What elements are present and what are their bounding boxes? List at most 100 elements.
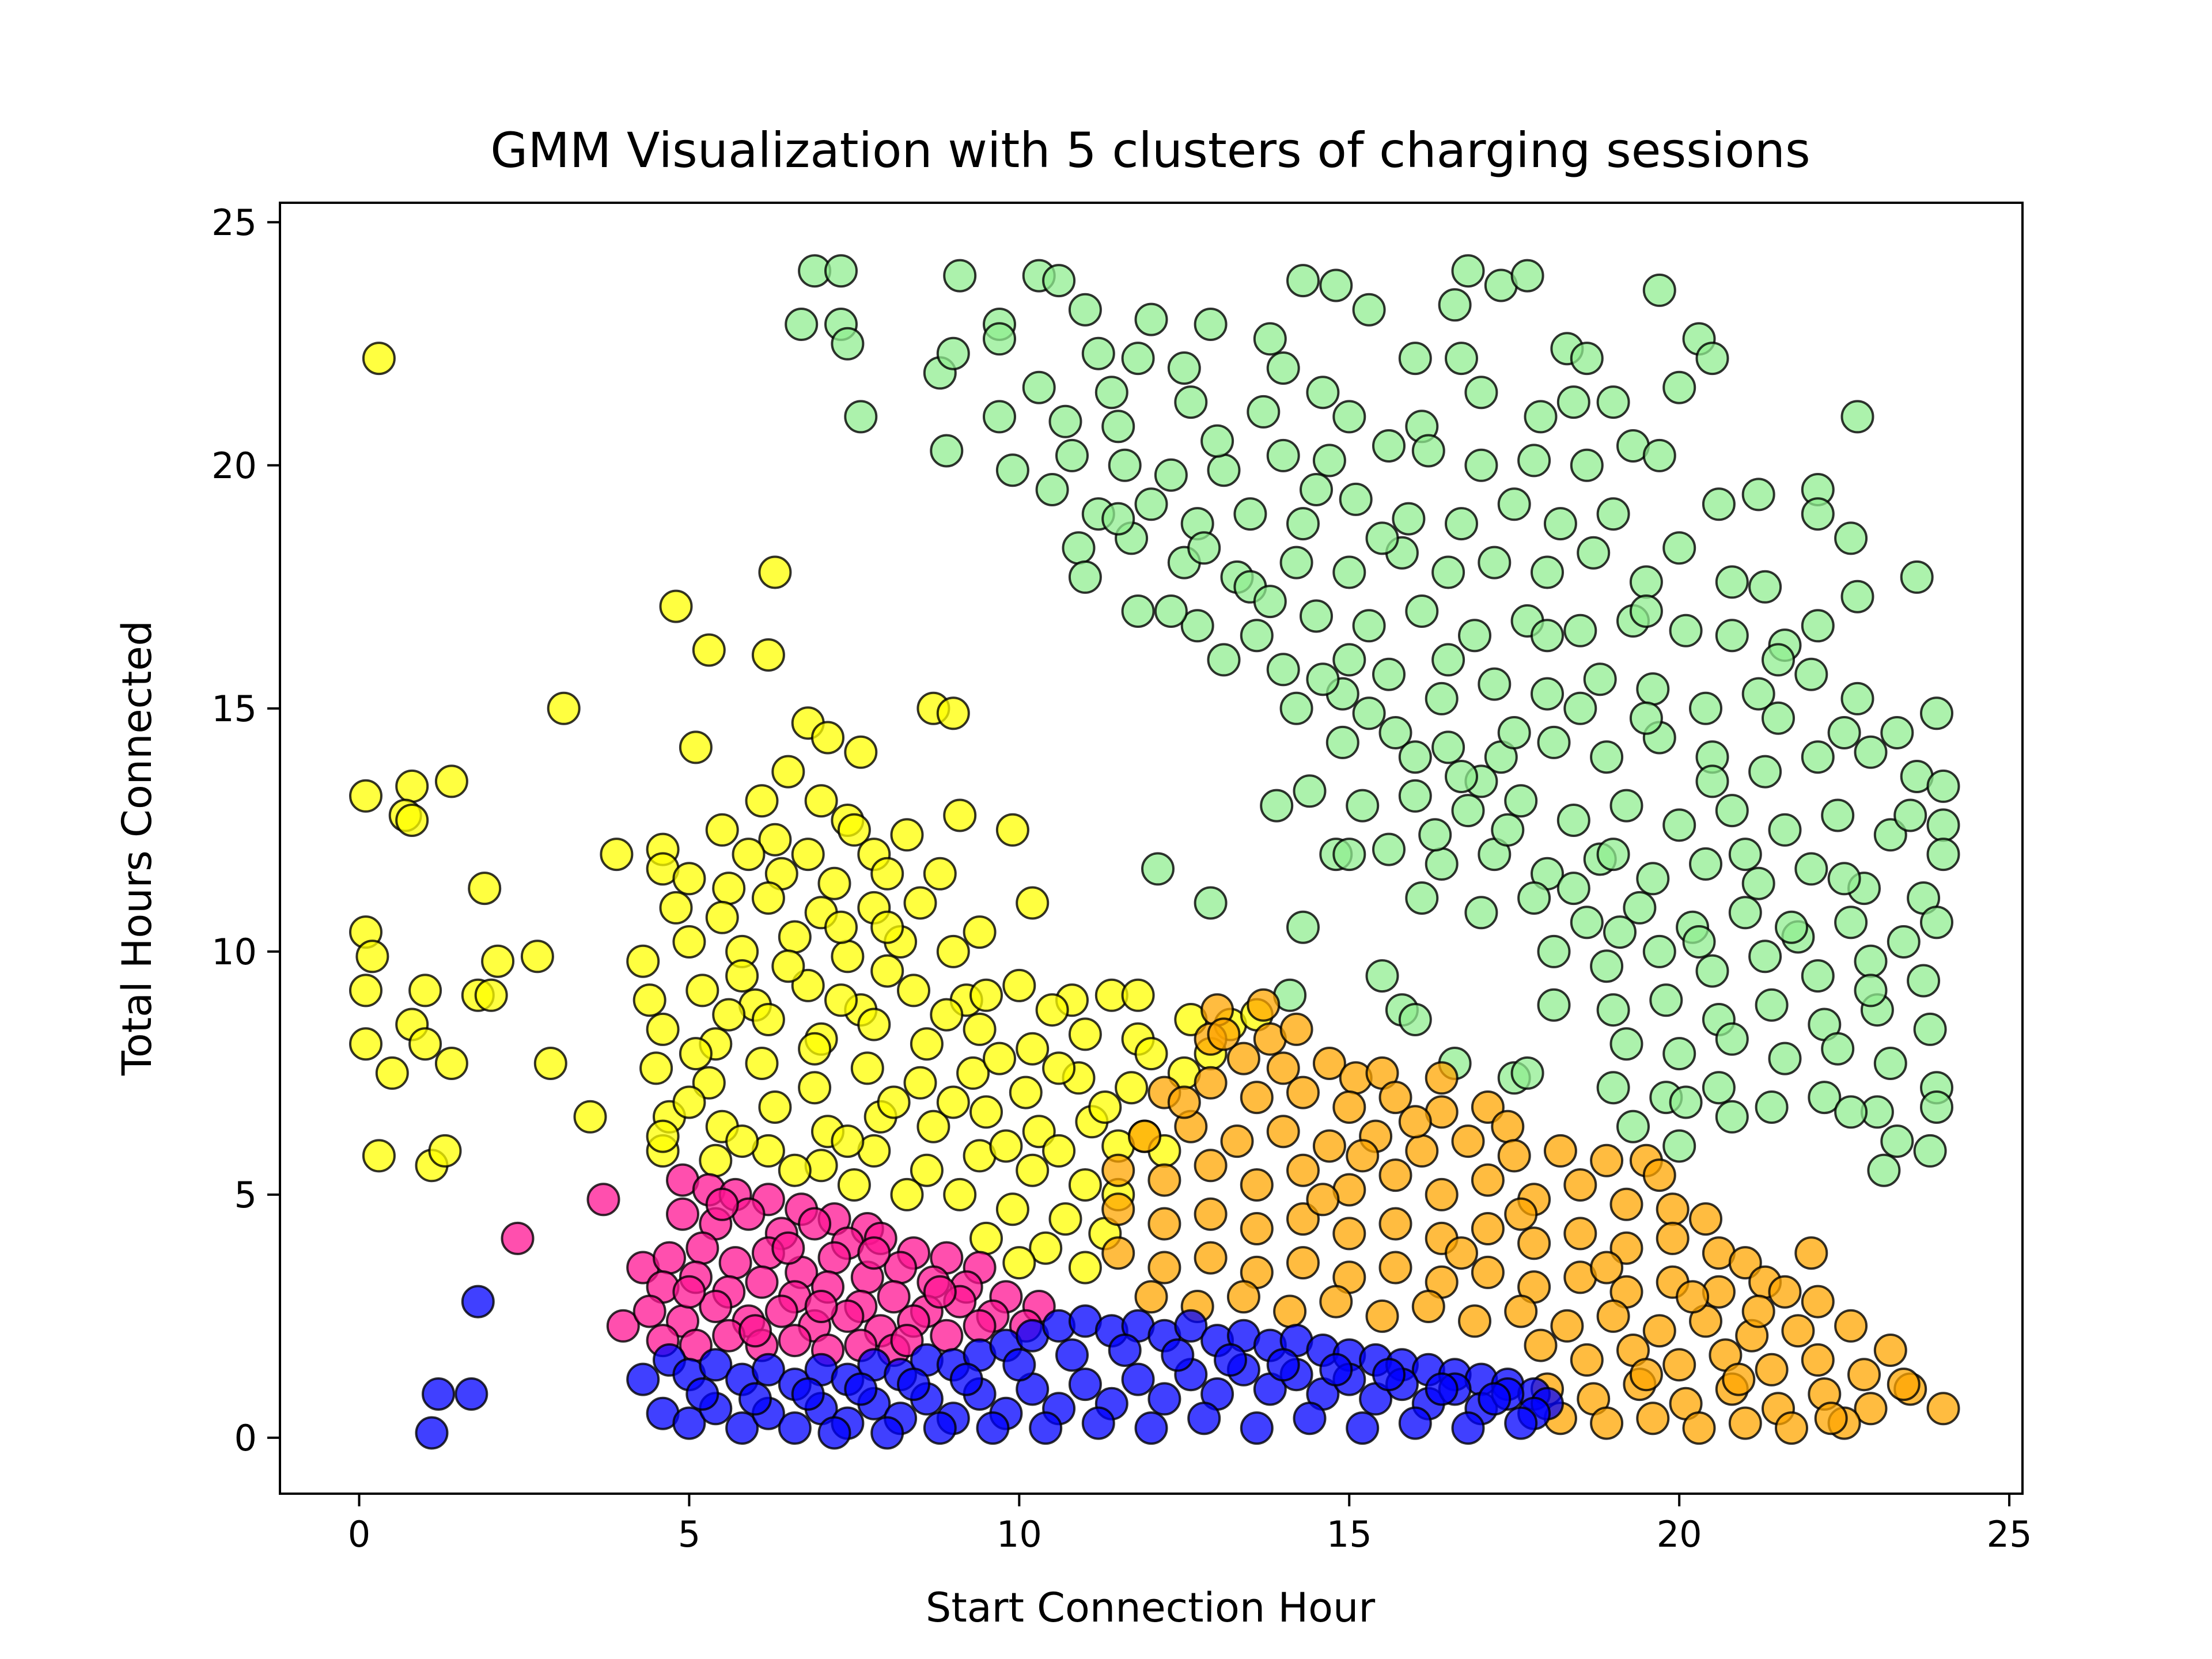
scatter-point [646, 1012, 680, 1046]
scatter-point [877, 1085, 911, 1119]
scatter-point [1352, 293, 1386, 327]
scatter-point [1068, 1168, 1102, 1202]
scatter-point [1048, 1202, 1082, 1236]
scatter-point [1596, 497, 1630, 531]
scatter-point [771, 1231, 805, 1265]
scatter-point [1768, 1275, 1802, 1309]
y-tick-label: 15 [211, 688, 257, 730]
scatter-point [1108, 1334, 1142, 1367]
scatter-point [1497, 716, 1531, 749]
scatter-point [434, 764, 468, 798]
scatter-point [771, 755, 805, 789]
scatter-point [1762, 643, 1795, 677]
scatter-point [1504, 1294, 1538, 1328]
scatter-point [1445, 342, 1478, 376]
scatter-point [1458, 1304, 1491, 1338]
scatter-point [1702, 487, 1736, 521]
scatter-point [1332, 555, 1366, 589]
scatter-point [699, 1143, 733, 1177]
scatter-point [1775, 1411, 1808, 1445]
scatter-point [1081, 336, 1115, 370]
scatter-point [969, 978, 1003, 1012]
scatter-point [1524, 400, 1558, 434]
scatter-point [745, 784, 779, 818]
scatter-point [1596, 1299, 1630, 1333]
scatter-point [1669, 1085, 1703, 1119]
scatter-point [1577, 536, 1611, 570]
scatter-point [646, 1119, 680, 1153]
scatter-point [1755, 1090, 1789, 1124]
scatter-point [712, 998, 746, 1032]
scatter-point [732, 838, 766, 872]
scatter-point [1286, 1246, 1320, 1280]
scatter-point [1425, 1372, 1459, 1406]
scatter-point [764, 1294, 798, 1328]
scatter-point [969, 1221, 1003, 1255]
scatter-point [1425, 1177, 1459, 1211]
scatter-point [1464, 376, 1498, 410]
scatter-point [1834, 906, 1868, 940]
scatter-point [1821, 1032, 1855, 1066]
scatter-point [1207, 1017, 1241, 1051]
scatter-point [705, 900, 739, 934]
scatter-point [1596, 838, 1630, 872]
scatter-point [349, 779, 382, 813]
scatter-point [1907, 964, 1941, 998]
scatter-point [679, 1037, 713, 1071]
scatter-point [1372, 429, 1406, 463]
scatter-point [857, 1007, 891, 1041]
scatter-point [1365, 959, 1399, 993]
scatter-point [1194, 1197, 1228, 1231]
scatter-point [1240, 619, 1274, 653]
scatter-point [1352, 609, 1386, 643]
scatter-point [1029, 1231, 1063, 1265]
scatter-point [520, 940, 554, 974]
scatter-point [1431, 643, 1465, 677]
scatter-point [725, 1411, 759, 1445]
scatter-point [1649, 983, 1683, 1017]
scatter-point [1425, 681, 1459, 715]
scatter-point [1286, 1075, 1320, 1109]
scatter-point [1702, 1071, 1736, 1105]
scatter-point [1260, 789, 1294, 823]
scatter-point [1926, 769, 1960, 803]
scatter-point [606, 1309, 640, 1343]
scatter-point [1286, 1202, 1320, 1236]
scatter-point [1794, 1236, 1828, 1270]
scatter-point [1332, 1090, 1366, 1124]
scatter-point [1556, 385, 1590, 419]
scatter-point [1194, 1066, 1228, 1100]
scatter-point [1801, 609, 1835, 643]
scatter-point [1411, 1290, 1445, 1323]
scatter-point [1207, 643, 1241, 677]
scatter-point [930, 998, 964, 1032]
scatter-point [1286, 264, 1320, 298]
scatter-point [586, 1183, 620, 1217]
scatter-point [1293, 774, 1327, 808]
scatter-point [817, 866, 851, 900]
scatter-point [1266, 1348, 1300, 1382]
scatter-point [1346, 1411, 1380, 1445]
scatter-point [995, 813, 1029, 847]
scatter-point [1147, 1207, 1181, 1241]
cluster-2 [349, 342, 1274, 1285]
scatter-point [1405, 594, 1439, 628]
cluster-5 [415, 1285, 1564, 1450]
scatter-point [1319, 1353, 1353, 1387]
scatter-point [1563, 1168, 1597, 1202]
scatter-point [1741, 1294, 1775, 1328]
scatter-point [837, 813, 871, 847]
scatter-point [692, 1066, 726, 1100]
scatter-point [1266, 1115, 1300, 1149]
scatter-point [1405, 1134, 1439, 1168]
scatter-point [1471, 1255, 1505, 1289]
scatter-point [533, 1047, 567, 1080]
scatter-point [923, 857, 957, 891]
scatter-point [751, 1003, 785, 1036]
scatter-point [1062, 531, 1096, 565]
scatter-point [1781, 1314, 1815, 1348]
scatter-point [824, 910, 858, 944]
scatter-point [1398, 740, 1432, 774]
scatter-point [408, 974, 442, 1007]
scatter-point [705, 1187, 739, 1221]
